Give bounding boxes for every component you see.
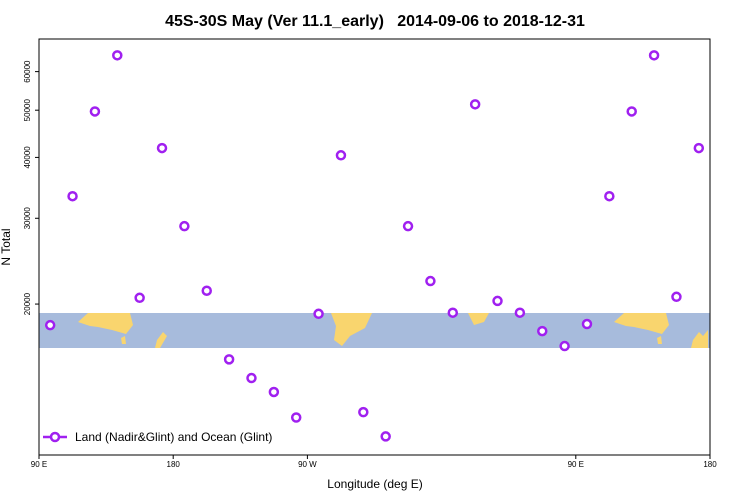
plot-frame [38, 38, 711, 456]
x-tick-label: 90 W [298, 460, 317, 469]
y-axis-label: N Total [0, 228, 13, 265]
point [380, 431, 391, 442]
point [492, 295, 503, 307]
point [89, 106, 101, 117]
y-tick-label: 40000 [23, 146, 32, 169]
point [559, 340, 570, 352]
chart-title: 45S-30S May (Ver 11.1_early) 2014-09-06 … [165, 13, 585, 30]
point [447, 307, 459, 318]
point [67, 190, 78, 202]
y-tick-label: 20000 [23, 292, 32, 315]
point [335, 150, 347, 161]
legend-marker [49, 431, 61, 443]
x-tick-label: 180 [703, 460, 717, 469]
point [626, 106, 637, 117]
point [581, 318, 593, 330]
point [604, 190, 615, 202]
point [402, 220, 414, 232]
point [358, 406, 369, 418]
x-tick-label: 90 E [31, 460, 47, 469]
y-tick-label: 30000 [23, 207, 32, 230]
point [514, 307, 526, 318]
y-tick-label: 50000 [23, 99, 32, 122]
point [313, 308, 324, 320]
point [156, 142, 168, 154]
point [469, 99, 481, 110]
point [246, 372, 257, 384]
point [425, 275, 436, 287]
point [201, 285, 212, 296]
point [671, 291, 682, 303]
y-tick-label: 60000 [23, 60, 32, 83]
point [290, 412, 302, 423]
point [693, 142, 705, 154]
point [134, 292, 145, 304]
point [223, 354, 235, 365]
x-axis-label: Longitude (deg E) [327, 477, 422, 491]
map-strip [39, 313, 710, 348]
point [179, 220, 190, 232]
point [648, 50, 660, 61]
x-tick-label: 180 [167, 460, 181, 469]
legend-label: Land (Nadir&Glint) and Ocean (Glint) [75, 430, 272, 444]
point [537, 325, 548, 337]
x-tick-label: 90 E [568, 460, 584, 469]
point [268, 386, 280, 398]
point [44, 319, 56, 331]
point [112, 50, 123, 61]
